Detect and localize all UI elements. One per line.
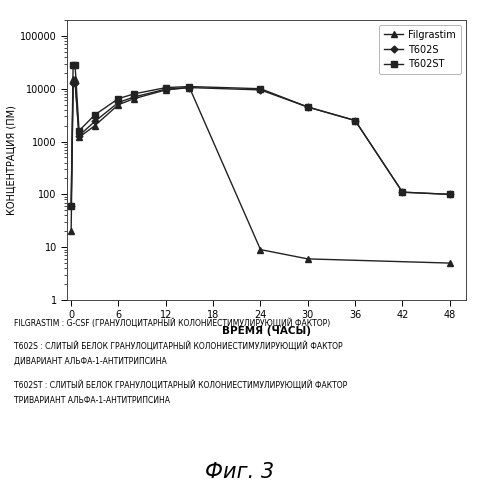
Text: T602ST : СЛИТЫЙ БЕЛОК ГРАНУЛОЦИТАРНЫЙ КОЛОНИЕСТИМУЛИРУЮЩИЙ ФАКТОР: T602ST : СЛИТЫЙ БЕЛОК ГРАНУЛОЦИТАРНЫЙ КО… bbox=[14, 380, 348, 390]
T602S bbox=[400, 189, 406, 195]
T602ST bbox=[92, 112, 98, 118]
T602S bbox=[72, 80, 78, 86]
T602ST bbox=[258, 86, 264, 91]
T602S bbox=[76, 132, 82, 138]
Filgrastim bbox=[447, 260, 453, 266]
T602ST bbox=[163, 84, 168, 90]
Filgrastim bbox=[187, 84, 192, 90]
T602S bbox=[92, 118, 98, 124]
Filgrastim bbox=[258, 246, 264, 252]
Text: FILGRASTIM : G-CSF (ГРАНУЛОЦИТАРНЫЙ КОЛОНИЕСТИМУЛИРУЮЩИЙ ФАКТОР): FILGRASTIM : G-CSF (ГРАНУЛОЦИТАРНЫЙ КОЛО… bbox=[14, 318, 331, 328]
Filgrastim bbox=[92, 122, 98, 128]
Text: T602S : СЛИТЫЙ БЕЛОК ГРАНУЛОЦИТАРНЫЙ КОЛОНИЕСТИМУЛИРУЮЩИЙ ФАКТОР: T602S : СЛИТЫЙ БЕЛОК ГРАНУЛОЦИТАРНЫЙ КОЛ… bbox=[14, 341, 343, 351]
T602S bbox=[305, 104, 311, 110]
Filgrastim bbox=[68, 228, 74, 234]
T602ST bbox=[116, 96, 121, 102]
Y-axis label: КОНЦЕНТРАЦИЯ (ПМ): КОНЦЕНТРАЦИЯ (ПМ) bbox=[6, 105, 16, 215]
T602S bbox=[163, 86, 168, 92]
X-axis label: ВРЕМЯ (ЧАСЫ): ВРЕМЯ (ЧАСЫ) bbox=[222, 326, 311, 336]
T602S bbox=[70, 80, 76, 86]
T602S bbox=[187, 84, 192, 90]
T602S bbox=[116, 100, 121, 105]
Filgrastim bbox=[163, 87, 168, 93]
Filgrastim bbox=[132, 96, 137, 102]
T602ST bbox=[72, 62, 78, 68]
T602ST bbox=[70, 62, 76, 68]
T602ST bbox=[76, 128, 82, 134]
T602ST bbox=[68, 203, 74, 209]
T602ST bbox=[400, 189, 406, 195]
Line: T602S: T602S bbox=[69, 80, 452, 208]
T602ST bbox=[132, 91, 137, 97]
Line: Filgrastim: Filgrastim bbox=[68, 76, 453, 266]
Legend: Filgrastim, T602S, T602ST: Filgrastim, T602S, T602ST bbox=[379, 25, 461, 74]
Filgrastim bbox=[70, 76, 76, 82]
Filgrastim bbox=[116, 102, 121, 107]
Text: ДИВАРИАНТ АЛЬФА-1-АНТИТРИПСИНА: ДИВАРИАНТ АЛЬФА-1-АНТИТРИПСИНА bbox=[14, 357, 167, 366]
T602ST bbox=[447, 192, 453, 198]
T602ST bbox=[352, 118, 358, 124]
Filgrastim bbox=[305, 256, 311, 262]
Filgrastim bbox=[72, 76, 78, 82]
Text: Фиг. 3: Фиг. 3 bbox=[205, 462, 275, 482]
T602ST bbox=[305, 104, 311, 110]
T602ST bbox=[187, 84, 192, 89]
T602S bbox=[447, 192, 453, 198]
Filgrastim bbox=[76, 134, 82, 140]
T602S bbox=[68, 203, 74, 209]
Text: ТРИВАРИАНТ АЛЬФА-1-АНТИТРИПСИНА: ТРИВАРИАНТ АЛЬФА-1-АНТИТРИПСИНА bbox=[14, 396, 170, 405]
T602S bbox=[132, 94, 137, 100]
T602S bbox=[352, 118, 358, 124]
T602S bbox=[258, 87, 264, 93]
Line: T602ST: T602ST bbox=[68, 62, 453, 209]
